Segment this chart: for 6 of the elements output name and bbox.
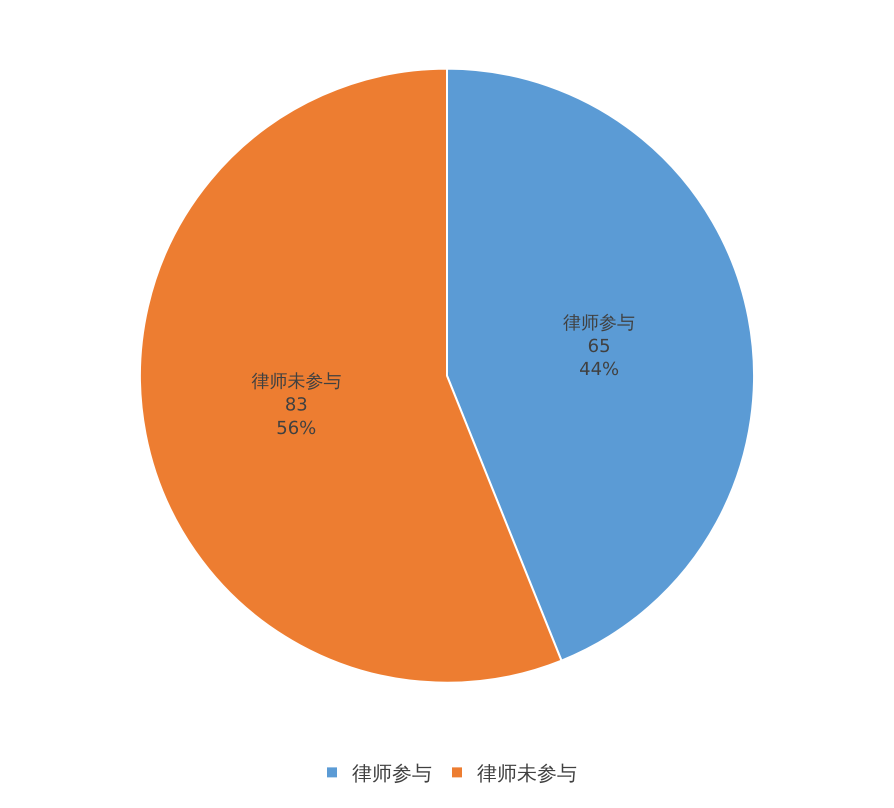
legend-label: 律师未参与 — [477, 761, 577, 786]
slice-label: 律师未参与 — [251, 370, 342, 392]
legend-label: 律师参与 — [352, 761, 432, 786]
slice-label: 律师参与 — [563, 312, 636, 334]
data-label: 83 56% — [276, 394, 316, 439]
data-label: 65 44% — [579, 336, 620, 380]
